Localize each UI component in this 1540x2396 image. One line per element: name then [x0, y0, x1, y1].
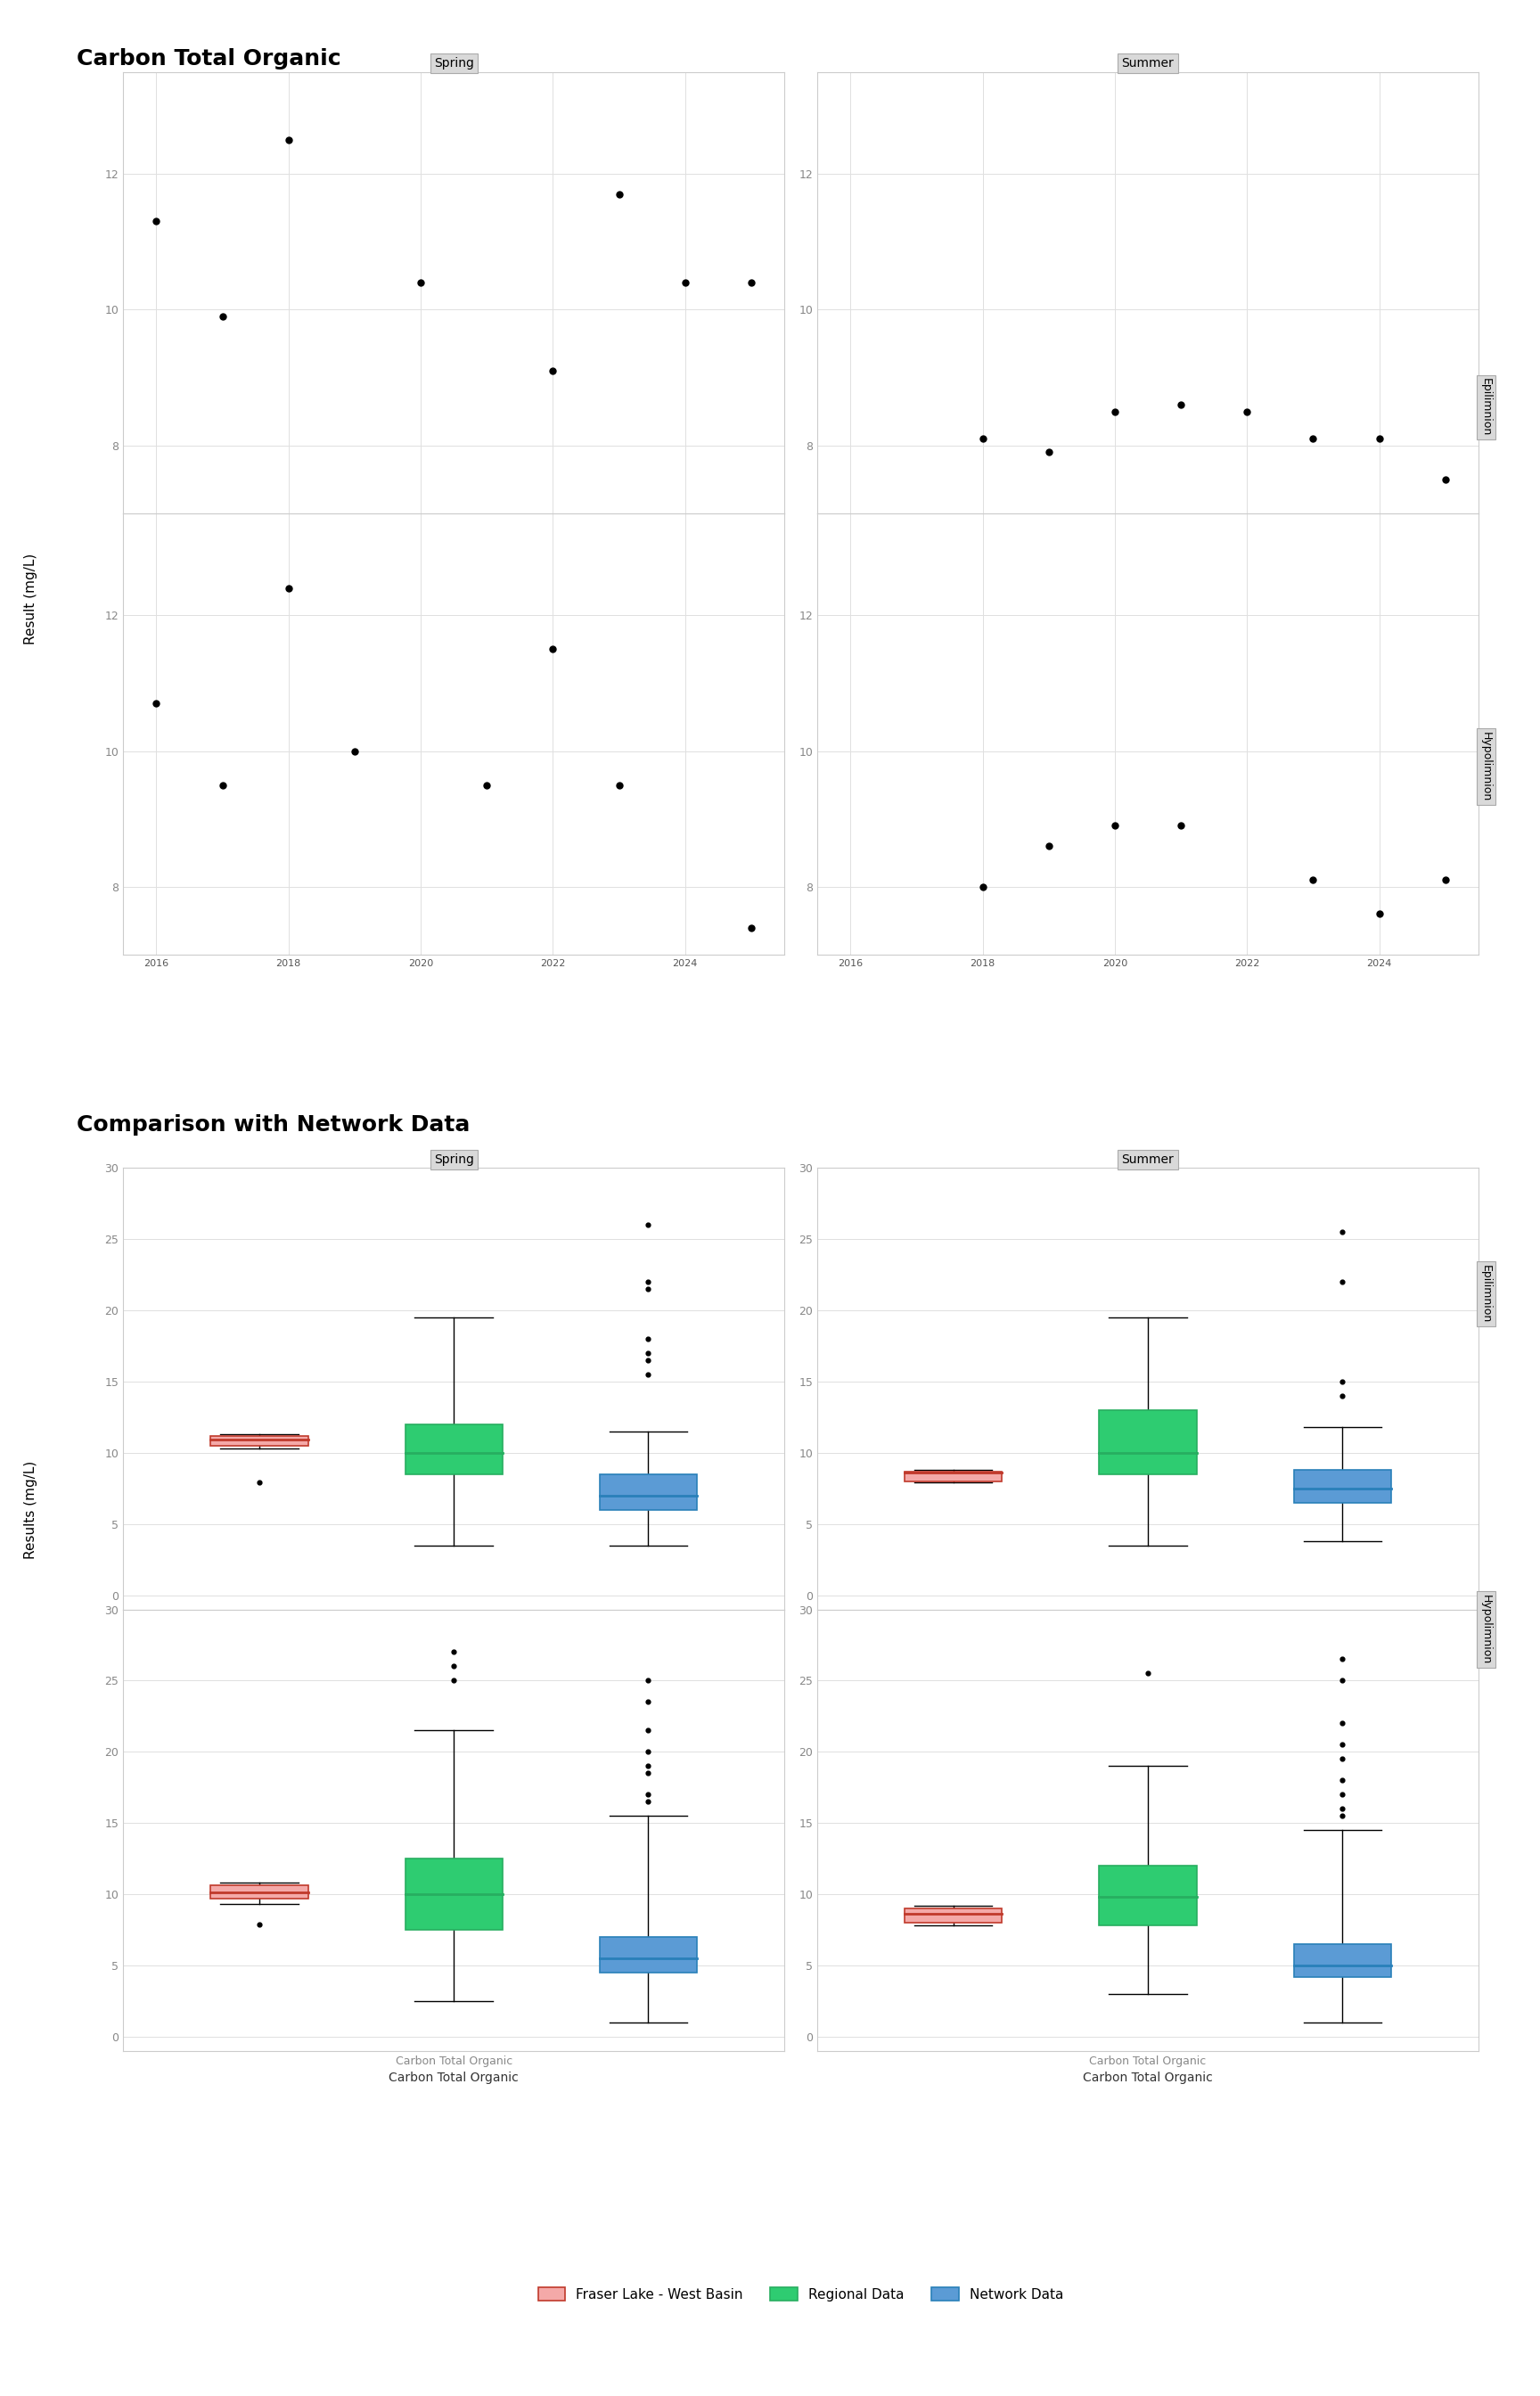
FancyBboxPatch shape: [906, 1471, 1003, 1481]
Point: [636, 1754, 661, 1792]
FancyBboxPatch shape: [1294, 1469, 1391, 1502]
Text: Comparison with Network Data: Comparison with Network Data: [77, 1114, 470, 1136]
Point: [143, 201, 168, 240]
FancyBboxPatch shape: [405, 1423, 502, 1474]
Point: [1301, 860, 1326, 898]
Point: [1331, 1725, 1355, 1763]
Point: [474, 767, 499, 805]
Point: [246, 1905, 271, 1943]
Point: [1301, 419, 1326, 458]
Point: [1331, 1775, 1355, 1814]
Point: [541, 630, 565, 668]
Point: [209, 297, 234, 335]
Point: [1368, 419, 1392, 458]
FancyBboxPatch shape: [211, 1435, 308, 1445]
Point: [1331, 1739, 1355, 1778]
Point: [607, 767, 631, 805]
Text: Result (mg/L): Result (mg/L): [25, 553, 37, 645]
Point: [1434, 860, 1458, 898]
Title: Spring: Spring: [434, 1152, 474, 1164]
Point: [636, 1205, 661, 1244]
Point: [442, 1634, 467, 1672]
Text: Epilimnion: Epilimnion: [1480, 1265, 1492, 1323]
Point: [739, 264, 764, 302]
Point: [636, 1270, 661, 1308]
Point: [1235, 393, 1260, 431]
Point: [541, 352, 565, 391]
FancyBboxPatch shape: [1294, 1943, 1391, 1977]
Point: [1169, 386, 1193, 424]
Point: [636, 1342, 661, 1380]
Point: [636, 1732, 661, 1771]
FancyBboxPatch shape: [906, 1910, 1003, 1922]
Point: [636, 1747, 661, 1785]
Point: [342, 731, 367, 769]
Point: [636, 1263, 661, 1301]
Point: [408, 264, 433, 302]
Point: [673, 264, 698, 302]
Point: [442, 1646, 467, 1684]
Point: [636, 1711, 661, 1749]
FancyBboxPatch shape: [599, 1936, 696, 1972]
Point: [1331, 1704, 1355, 1742]
Point: [1103, 393, 1127, 431]
Point: [1331, 1263, 1355, 1301]
Point: [209, 767, 234, 805]
Point: [1036, 827, 1061, 865]
Point: [636, 1775, 661, 1814]
Point: [1331, 1660, 1355, 1699]
Text: Epilimnion: Epilimnion: [1480, 379, 1492, 436]
Point: [607, 175, 631, 213]
Point: [1331, 1363, 1355, 1402]
Point: [1036, 434, 1061, 472]
Point: [1169, 807, 1193, 846]
Title: Summer: Summer: [1121, 58, 1173, 69]
FancyBboxPatch shape: [1100, 1409, 1197, 1474]
Point: [143, 685, 168, 724]
FancyBboxPatch shape: [405, 1859, 502, 1929]
Point: [636, 1682, 661, 1720]
Point: [636, 1356, 661, 1394]
X-axis label: Carbon Total Organic: Carbon Total Organic: [1083, 2073, 1214, 2085]
Text: Carbon Total Organic: Carbon Total Organic: [77, 48, 342, 69]
Point: [636, 1335, 661, 1373]
Point: [276, 568, 300, 606]
Point: [1331, 1797, 1355, 1835]
Text: Hypolimnion: Hypolimnion: [1480, 1593, 1492, 1665]
Point: [1368, 896, 1392, 934]
Text: Results (mg/L): Results (mg/L): [25, 1459, 37, 1560]
Point: [970, 867, 995, 906]
Point: [1135, 1653, 1160, 1692]
Point: [636, 1320, 661, 1359]
Title: Summer: Summer: [1121, 1152, 1173, 1164]
Point: [1331, 1761, 1355, 1799]
FancyBboxPatch shape: [1100, 1866, 1197, 1926]
Point: [970, 419, 995, 458]
Point: [1331, 1790, 1355, 1828]
Text: Hypolimnion: Hypolimnion: [1480, 731, 1492, 803]
Point: [636, 1660, 661, 1699]
Point: [442, 1660, 467, 1699]
Title: Spring: Spring: [434, 58, 474, 69]
Point: [739, 908, 764, 946]
Point: [1103, 807, 1127, 846]
Point: [1331, 1639, 1355, 1677]
Point: [1331, 1212, 1355, 1251]
Point: [636, 1783, 661, 1821]
FancyBboxPatch shape: [211, 1886, 308, 1898]
X-axis label: Carbon Total Organic: Carbon Total Organic: [388, 2073, 519, 2085]
Point: [1331, 1378, 1355, 1416]
Legend: Fraser Lake - West Basin, Regional Data, Network Data: Fraser Lake - West Basin, Regional Data,…: [533, 2281, 1069, 2307]
Point: [246, 1464, 271, 1502]
FancyBboxPatch shape: [599, 1474, 696, 1509]
Point: [1434, 460, 1458, 498]
Point: [276, 120, 300, 158]
